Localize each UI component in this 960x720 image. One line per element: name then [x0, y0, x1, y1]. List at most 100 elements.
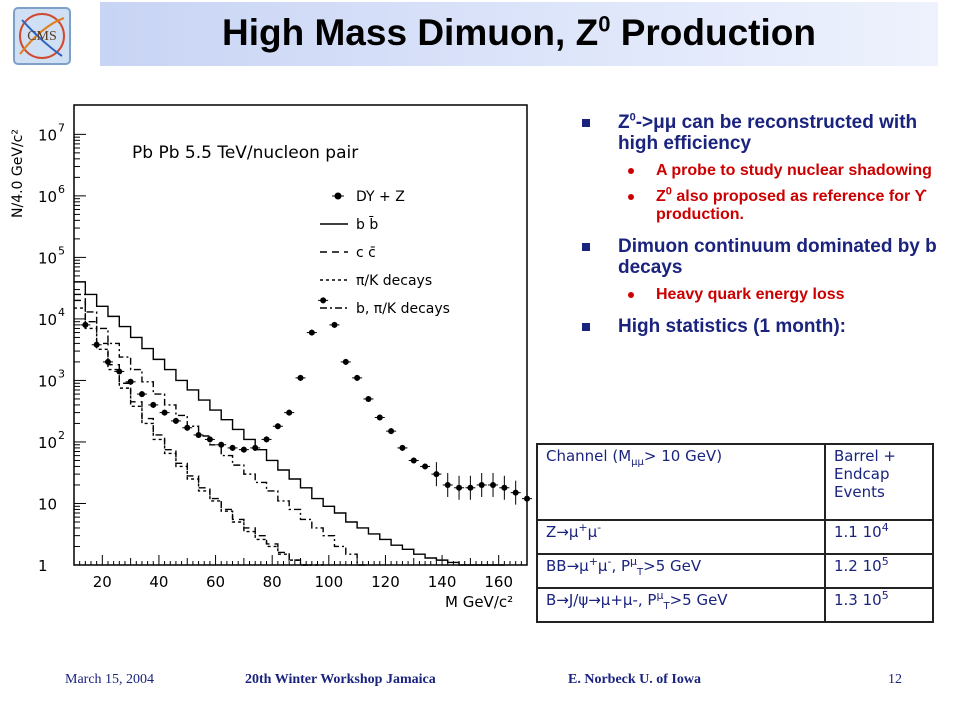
x-tick-label: 60 — [206, 573, 225, 591]
y-tick-label: 10 — [38, 188, 57, 206]
data-point — [297, 374, 304, 381]
x-tick-label: 140 — [428, 573, 457, 591]
data-point — [388, 428, 395, 435]
table-row: B→J/ψ→μ+μ-, PμT>5 GeV 1.3 105 — [536, 587, 934, 623]
y-tick-label: 10 — [38, 249, 57, 267]
data-point — [206, 436, 213, 443]
legend-label: π/K decays — [356, 273, 432, 289]
title-bar — [100, 2, 938, 66]
bullet-text: High statistics (1 month): — [618, 316, 847, 337]
bullet-text: Dimuon continuum dominated by b decays — [618, 236, 937, 278]
footer-event: 20th Winter Workshop Jamaica — [245, 672, 436, 687]
y-tick-exponent: 5 — [58, 244, 65, 257]
data-point — [410, 457, 417, 464]
data-point — [331, 321, 338, 328]
data-point — [478, 481, 485, 488]
square-bullet-icon — [582, 243, 590, 251]
legend-label: b, π/K decays — [356, 301, 450, 317]
footer: March 15, 2004 20th Winter Workshop Jama… — [0, 672, 960, 692]
histogram-dotted — [74, 307, 324, 566]
x-tick-label: 40 — [149, 573, 168, 591]
x-axis-label: M GeV/c² — [445, 593, 513, 611]
table-row: Z→μ+μ- 1.1 104 — [536, 519, 934, 555]
bullet-text: Heavy quark energy loss — [656, 286, 845, 303]
data-point — [116, 368, 123, 375]
table-header-row: Channel (Mμμ> 10 GeV) Barrel + Endcap Even… — [536, 443, 934, 521]
data-point — [524, 495, 530, 502]
data-point — [150, 401, 157, 408]
data-point — [342, 358, 349, 365]
footer-author: E. Norbeck U. of Iowa — [568, 672, 701, 687]
plot-axes — [73, 104, 528, 566]
data-point — [218, 441, 225, 448]
data-point — [354, 374, 361, 381]
y-tick-label: 10 — [38, 126, 57, 144]
square-bullet-icon — [582, 323, 590, 331]
data-point — [195, 431, 202, 438]
data-point — [240, 446, 247, 453]
y-tick-exponent: 4 — [58, 306, 65, 319]
events-cell: 1.3 105 — [824, 587, 934, 623]
cms-logo-text: CMS — [27, 29, 57, 44]
events-cell: Barrel + Endcap Events — [824, 443, 934, 521]
y-tick-label: 1 — [38, 557, 48, 575]
bullet-text: A probe to study nuclear shadowing — [656, 162, 932, 179]
data-point — [422, 463, 429, 470]
y-tick-label: 10 — [38, 311, 57, 329]
events-cell: 1.1 104 — [824, 519, 934, 555]
legend-label: DY + Z — [356, 189, 405, 205]
statistics-table: Channel (Mμμ> 10 GeV) Barrel + Endcap Even… — [536, 443, 934, 623]
data-point — [82, 321, 89, 328]
channel-cell: BB→μ+μ-, PμT>5 GeV — [536, 553, 826, 589]
table-row: BB→μ+μ-, PμT>5 GeV 1.2 105 — [536, 553, 934, 589]
data-point — [456, 484, 463, 491]
histogram-dashed — [74, 299, 312, 566]
square-bullet-icon — [582, 119, 590, 127]
data-point — [490, 481, 497, 488]
x-tick-label: 120 — [371, 573, 400, 591]
x-tick-label: 20 — [93, 573, 112, 591]
y-tick-exponent: 7 — [58, 121, 65, 134]
bullet-text: Z0->μμ can be reconstructed with high ef… — [618, 111, 918, 154]
data-point — [229, 444, 236, 451]
y-tick-label: 10 — [38, 434, 57, 452]
data-point — [501, 484, 508, 491]
title-superscript: 0 — [598, 11, 611, 37]
bullet-list: Z0->μμ can be reconstructed with high ef… — [580, 112, 940, 345]
data-point — [433, 471, 440, 478]
data-point — [444, 481, 451, 488]
channel-cell: B→J/ψ→μ+μ-, PμT>5 GeV — [536, 587, 826, 623]
legend-label: c c̄ — [356, 245, 376, 261]
legend-label: b b̄ — [356, 215, 378, 233]
sub-bullet-item: Z0 also proposed as reference for ϒ prod… — [580, 186, 940, 224]
events-cell: 1.2 105 — [824, 553, 934, 589]
data-point — [138, 391, 145, 398]
cms-logo: CMS — [13, 7, 71, 65]
dot-bullet-icon — [628, 168, 634, 174]
data-point — [376, 414, 383, 421]
bullet-item: Dimuon continuum dominated by b decays — [580, 236, 940, 278]
y-tick-label: 10 — [38, 372, 57, 390]
plot-series — [74, 281, 532, 566]
plot-annotation: Pb Pb 5.5 TeV/nucleon pair — [132, 143, 358, 163]
data-point — [399, 444, 406, 451]
y-tick-exponent: 2 — [58, 429, 65, 442]
data-point — [286, 409, 293, 416]
x-tick-label: 80 — [263, 573, 282, 591]
y-tick-label: 10 — [38, 495, 57, 513]
footer-date: March 15, 2004 — [65, 672, 155, 687]
channel-cell: Channel (Mμμ> 10 GeV) — [536, 443, 826, 521]
dimuon-mass-plot: DY + Z b b̄ c c̄ π/K decays b, π/K decays 20… — [10, 104, 532, 611]
data-point — [172, 417, 179, 424]
data-point — [252, 444, 259, 451]
channel-cell: Z→μ+μ- — [536, 519, 826, 555]
data-point — [274, 423, 281, 430]
footer-page-number: 12 — [888, 672, 902, 687]
plot-legend: DY + Z b b̄ c c̄ π/K decays b, π/K decays — [320, 189, 450, 317]
page-title: High Mass Dimuon, Z0 Production — [100, 12, 938, 54]
bullet-item: Z0->μμ can be reconstructed with high ef… — [580, 112, 940, 154]
y-axis-label: N/4.0 GeV/c² — [10, 129, 26, 218]
histogram-solid — [74, 281, 505, 566]
data-point — [263, 436, 270, 443]
